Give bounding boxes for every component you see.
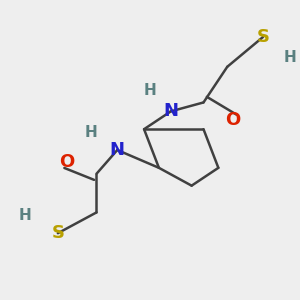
Text: O: O — [59, 153, 74, 171]
Text: H: H — [84, 125, 97, 140]
Text: H: H — [144, 83, 156, 98]
Text: S: S — [256, 28, 269, 46]
Text: N: N — [110, 141, 125, 159]
Text: H: H — [283, 50, 296, 65]
Text: O: O — [226, 111, 241, 129]
Text: N: N — [163, 102, 178, 120]
Text: H: H — [19, 208, 31, 223]
Text: S: S — [51, 224, 64, 242]
